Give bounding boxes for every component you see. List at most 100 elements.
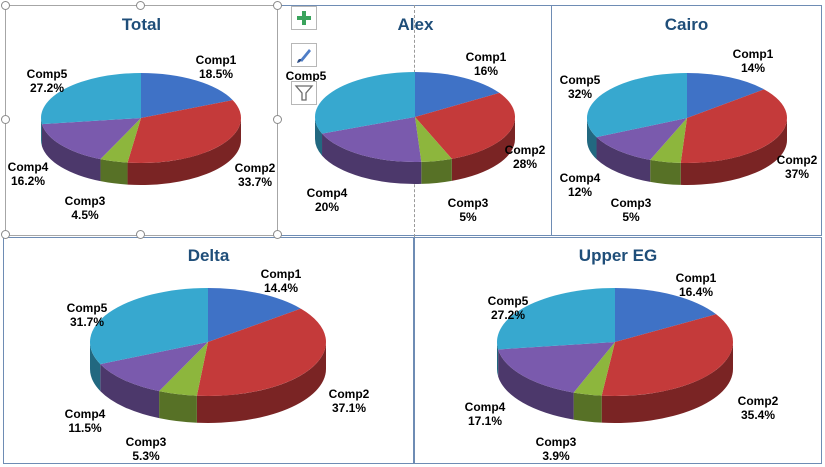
data-label-value: 27.2% — [30, 81, 64, 95]
data-label-category: Comp2 — [505, 143, 546, 157]
data-label-value: 32% — [568, 87, 592, 101]
pie-slice-comp2[interactable] — [196, 308, 326, 396]
data-label-category: Comp1 — [676, 271, 717, 285]
data-label-value: 14.4% — [264, 281, 298, 295]
pie-slice-side-comp2 — [451, 117, 516, 181]
pie-slice-side-comp4 — [41, 124, 101, 182]
pie-slice-side-comp2 — [680, 118, 787, 186]
funnel-icon — [294, 85, 314, 101]
pie-slice-side-comp2 — [196, 342, 326, 423]
chart-filters-button[interactable] — [291, 81, 317, 105]
pie-slice-comp4[interactable] — [100, 342, 208, 392]
pie-slice-comp1[interactable] — [415, 72, 500, 117]
data-label-value: 12% — [568, 185, 592, 199]
chart-title: Alex — [397, 15, 434, 34]
pie-slice-comp4[interactable] — [322, 117, 422, 162]
data-label-category: Comp2 — [329, 387, 370, 401]
pie-slice-comp1[interactable] — [208, 288, 301, 342]
pie-slice-comp1[interactable] — [141, 73, 233, 118]
data-label-category: Comp4 — [560, 171, 601, 185]
pie-slice-side-comp3 — [421, 158, 452, 184]
chart-title: Upper EG — [578, 246, 658, 265]
pie-slice-side-comp4 — [322, 133, 422, 184]
data-label-category: Comp1 — [261, 267, 302, 281]
pie-slice-comp5[interactable] — [41, 73, 142, 125]
data-label-category: Comp5 — [286, 69, 327, 83]
pie-slice-side-comp4 — [596, 137, 651, 182]
plus-icon — [297, 11, 311, 25]
selection-handle[interactable] — [1, 115, 10, 124]
data-label-category: Comp3 — [448, 196, 489, 210]
data-label-category: Comp3 — [65, 194, 106, 208]
pie-slice-comp3[interactable] — [573, 342, 615, 396]
data-label-value: 35.4% — [741, 408, 775, 422]
data-label-value: 27.2% — [491, 308, 525, 322]
pie-slice-side-comp5 — [314, 117, 323, 156]
pie-slice-comp3[interactable] — [650, 118, 687, 163]
data-label-value: 33.7% — [238, 175, 272, 189]
data-label-value: 4.5% — [71, 208, 99, 222]
pie-slice-comp3[interactable] — [159, 342, 208, 396]
pie-slice-comp4[interactable] — [498, 342, 615, 393]
pie-slice-comp1[interactable] — [687, 73, 765, 118]
pie-slice-comp4[interactable] — [596, 118, 687, 160]
data-label-value: 37.1% — [332, 401, 366, 415]
pie-slice-comp5[interactable] — [89, 288, 208, 365]
selection-handle[interactable] — [273, 230, 282, 239]
data-label-category: Comp5 — [488, 294, 529, 308]
add-chart-element-button[interactable] — [291, 6, 317, 30]
chart-title: Total — [121, 15, 162, 34]
pie-slice-comp2[interactable] — [601, 314, 734, 396]
chart-title: Delta — [187, 246, 230, 265]
pie-slice-side-comp4 — [100, 364, 160, 419]
data-label-value: 20% — [315, 200, 339, 214]
selection-handle[interactable] — [1, 230, 10, 239]
pie-slice-side-comp3 — [100, 159, 128, 185]
chart-title: Cairo — [664, 15, 709, 34]
pie-slice-side-comp5 — [587, 118, 597, 160]
pie-slice-comp3[interactable] — [415, 117, 452, 162]
pie-slice-side-comp3 — [159, 391, 197, 423]
data-label-value: 17.1% — [468, 414, 502, 428]
pie-slice-side-comp5 — [497, 342, 499, 377]
data-label-category: Comp5 — [27, 67, 68, 81]
selection-handle[interactable] — [273, 1, 282, 10]
data-label-category: Comp4 — [465, 400, 506, 414]
data-label-category: Comp1 — [733, 47, 774, 61]
pie-slice-comp5[interactable] — [315, 72, 415, 134]
data-label-value: 5% — [622, 210, 640, 224]
pie-slice-comp2[interactable] — [415, 92, 515, 159]
data-label-category: Comp5 — [560, 73, 601, 87]
paintbrush-icon — [297, 49, 311, 63]
pie-slice-comp4[interactable] — [41, 118, 141, 160]
data-label-value: 16% — [474, 64, 498, 78]
chart-styles-button[interactable] — [291, 43, 317, 67]
data-label-value: 16.2% — [11, 174, 45, 188]
pie-slice-side-comp4 — [498, 349, 574, 420]
pie-slice-comp1[interactable] — [615, 288, 717, 342]
data-label-category: Comp2 — [235, 161, 276, 175]
pie-slice-side-comp2 — [601, 342, 733, 423]
data-label-category: Comp1 — [466, 50, 507, 64]
selection-handle[interactable] — [136, 230, 145, 239]
pie-slice-comp5[interactable] — [587, 73, 687, 138]
data-label-category: Comp5 — [67, 301, 108, 315]
pie-slice-comp3[interactable] — [100, 118, 141, 163]
data-label-value: 37% — [785, 167, 809, 181]
pie-slice-side-comp3 — [573, 392, 602, 423]
pie-slice-comp2[interactable] — [127, 100, 241, 163]
pie-slice-comp2[interactable] — [680, 89, 787, 163]
data-label-value: 5.3% — [132, 449, 160, 463]
data-label-category: Comp3 — [126, 435, 167, 449]
data-label-category: Comp3 — [536, 435, 577, 449]
data-label-category: Comp2 — [738, 394, 779, 408]
selection-handle[interactable] — [1, 1, 10, 10]
selection-handle[interactable] — [273, 115, 282, 124]
data-label-category: Comp4 — [65, 407, 106, 421]
selection-handle[interactable] — [136, 1, 145, 10]
data-label-value: 11.5% — [68, 421, 102, 435]
pie-slice-comp5[interactable] — [496, 288, 615, 350]
data-label-value: 16.4% — [679, 285, 713, 299]
pie-slice-side-comp5 — [90, 342, 101, 392]
